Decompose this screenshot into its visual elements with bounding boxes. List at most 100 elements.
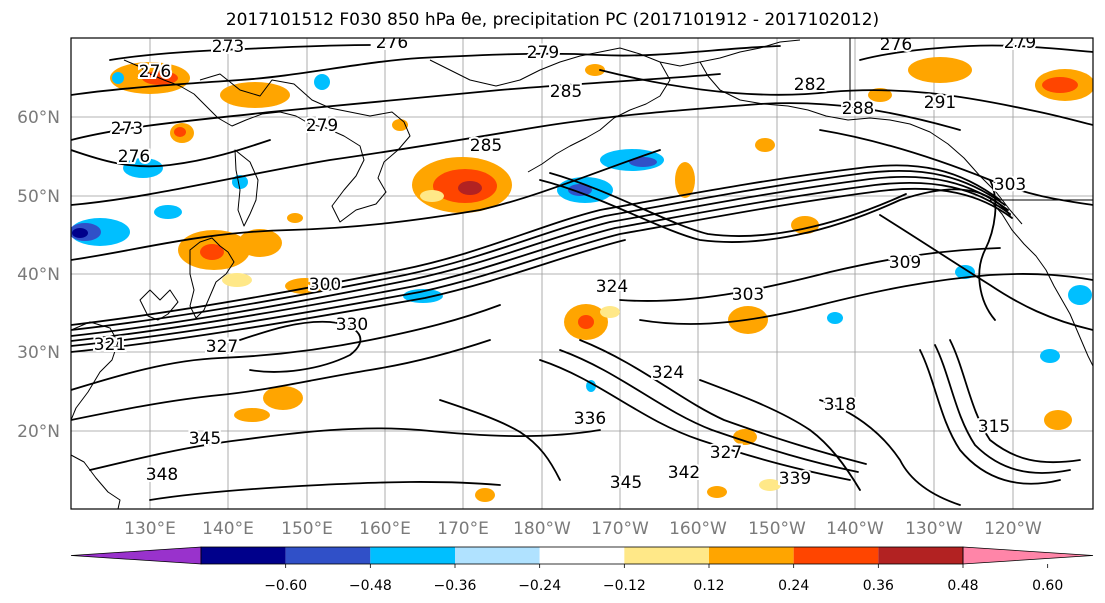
shade-light <box>600 306 620 318</box>
shade-neg <box>955 265 975 279</box>
contour-line <box>71 45 781 96</box>
colorbar-tick-label: 0.60 <box>1032 578 1063 594</box>
colorbar-box <box>624 547 709 564</box>
lon-label: 130°E <box>124 519 176 539</box>
lon-label: 130°W <box>905 519 963 539</box>
coastline <box>139 289 179 321</box>
lon-label: 180°W <box>513 519 571 539</box>
shade-light <box>759 479 781 491</box>
contour-line <box>949 339 1081 464</box>
shade-blob <box>287 213 303 223</box>
contour-label: 342 <box>668 463 700 483</box>
shade-neg-max <box>72 228 88 238</box>
coastline <box>71 454 121 509</box>
shade-blob <box>234 408 270 422</box>
contour-label: 273 <box>111 119 143 139</box>
contour-line <box>819 399 961 506</box>
contour-label: 345 <box>189 429 221 449</box>
colorbar-box <box>709 547 794 564</box>
coastline <box>989 199 1093 367</box>
contour-line <box>71 164 1001 326</box>
lon-label: 160°E <box>359 519 411 539</box>
colorbar-box <box>370 547 455 564</box>
contour-label: 303 <box>994 175 1026 195</box>
shade-blob <box>868 88 892 102</box>
contour-label: 276 <box>880 35 912 55</box>
coastline <box>527 61 671 173</box>
contour-line <box>109 44 371 61</box>
contour-label: 345 <box>610 473 642 493</box>
shade-blob <box>908 57 972 83</box>
shade-neg-strong <box>629 157 657 167</box>
contour-line <box>859 44 1093 61</box>
contour-label: 324 <box>596 277 628 297</box>
contour-label: 321 <box>94 335 126 355</box>
coastline <box>71 321 119 421</box>
colorbar-tick-label: 0.36 <box>863 578 894 594</box>
colorbar-tick-label: −0.48 <box>349 578 392 594</box>
shade-core <box>1042 77 1078 93</box>
contour-labels: 273 276 279 276 279 285 282 288 291 273 276 279 285 2… <box>92 33 1038 495</box>
contour-line <box>71 169 1006 331</box>
contour-line <box>599 69 1093 126</box>
colorbar-tick-label: −0.24 <box>518 578 561 594</box>
colorbar-tick-label: 0.48 <box>947 578 978 594</box>
contour-label: 273 <box>212 37 244 57</box>
shade-blob <box>1044 410 1072 430</box>
shade-core <box>578 315 594 329</box>
colorbar-extend-high <box>962 546 1094 565</box>
shade-blob <box>585 64 605 76</box>
colorbar-box <box>793 547 879 564</box>
shade-light <box>222 273 252 287</box>
coastlines <box>71 38 1093 509</box>
contour-label: 282 <box>794 75 826 95</box>
contour-label: 348 <box>146 465 178 485</box>
coastline <box>699 61 1023 225</box>
contour-label: 279 <box>1004 33 1036 53</box>
lat-label: 40°N <box>17 265 60 285</box>
contour-line <box>239 320 362 373</box>
contour-label: 327 <box>710 443 742 463</box>
contour-line <box>89 427 601 471</box>
map-frame <box>70 37 1094 510</box>
shade-max <box>458 181 482 195</box>
contour-line <box>71 73 721 141</box>
contour-line <box>71 187 1013 347</box>
lon-label: 150°W <box>748 519 806 539</box>
longitude-labels: 130°E 140°E 150°E 160°E 170°E 180°W 170°W 160°W… <box>124 519 1042 539</box>
graticule <box>71 38 1093 509</box>
shade-neg <box>586 380 596 392</box>
lon-label: 140°E <box>202 519 254 539</box>
contour-label: 288 <box>842 99 874 119</box>
map-title: 2017101512 F030 850 hPa θe, precipitatio… <box>225 10 880 30</box>
shade-core <box>174 127 186 137</box>
shade-blob <box>238 229 282 257</box>
contour-label: 276 <box>139 62 171 82</box>
colorbar-tick-label: −0.36 <box>434 578 477 594</box>
contour-line <box>919 349 1061 485</box>
contour-label: 309 <box>889 253 921 273</box>
shade-light <box>420 190 444 202</box>
latitude-labels: 60°N 50°N 40°N 30°N 20°N <box>17 108 60 442</box>
lon-label: 150°E <box>281 519 333 539</box>
contour-label: 300 <box>309 275 341 295</box>
colorbar-box <box>539 547 625 564</box>
contour-line <box>71 239 626 353</box>
contour-line <box>879 214 1093 331</box>
lon-label: 140°W <box>826 519 884 539</box>
lon-label: 160°W <box>669 519 727 539</box>
colorbar-tick-label: 0.12 <box>693 578 724 594</box>
lon-label: 170°W <box>591 519 649 539</box>
shade-neg <box>123 158 163 178</box>
coastline <box>429 39 801 87</box>
contour-line <box>71 139 271 168</box>
shade-blob <box>755 138 775 152</box>
lat-label: 60°N <box>17 108 60 128</box>
contour-line <box>71 339 491 421</box>
shade-blob <box>733 429 757 445</box>
contour-label: 318 <box>824 395 856 415</box>
coastline <box>123 59 311 127</box>
contour-line <box>539 359 851 481</box>
lat-label: 30°N <box>17 343 60 363</box>
